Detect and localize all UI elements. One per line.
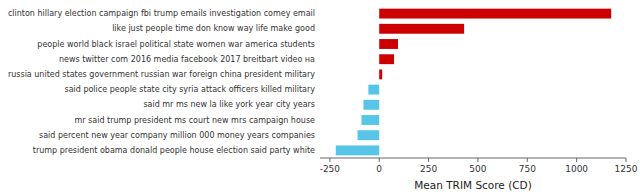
bar xyxy=(361,115,379,125)
bar xyxy=(379,69,382,79)
bar xyxy=(363,100,379,110)
x-tick xyxy=(527,158,528,162)
category-label: said percent new year company million 00… xyxy=(39,131,315,140)
x-tick-label: 1000 xyxy=(565,164,588,174)
category-label: said mr ms new la like york year city ye… xyxy=(143,100,315,109)
x-tick-label: 750 xyxy=(519,164,536,174)
x-tick-label: 500 xyxy=(469,164,486,174)
bar xyxy=(358,130,380,140)
x-tick xyxy=(477,158,478,162)
bar xyxy=(336,145,379,155)
category-label: like just people time don know way life … xyxy=(112,24,315,33)
bar xyxy=(379,54,394,64)
category-label: trump president obama donald people hous… xyxy=(33,146,315,155)
x-tick-label: 250 xyxy=(420,164,437,174)
x-tick-label: 0 xyxy=(376,164,382,174)
bar xyxy=(379,9,611,19)
x-tick-label: -250 xyxy=(320,164,341,174)
category-label: russia united states government russian … xyxy=(8,70,315,79)
x-axis-line xyxy=(320,158,626,159)
x-axis-label: Mean TRIM Score (CD) xyxy=(414,179,532,191)
x-tick-label: 1250 xyxy=(615,164,638,174)
category-label: news twitter com 2016 media facebook 201… xyxy=(59,55,315,64)
bar xyxy=(379,39,398,49)
category-label: clinton hillary election campaign fbi tr… xyxy=(8,9,315,18)
category-label: mr said trump president ms court new mrs… xyxy=(74,116,315,125)
x-tick xyxy=(576,158,577,162)
category-label: said police people state city syria atta… xyxy=(64,85,315,94)
chart: clinton hillary election campaign fbi tr… xyxy=(0,0,640,194)
category-label: people world black israel political stat… xyxy=(37,40,315,49)
x-tick xyxy=(428,158,429,162)
bars xyxy=(336,9,611,156)
bar xyxy=(368,85,379,95)
x-tick xyxy=(626,158,627,162)
x-tick xyxy=(379,158,380,162)
bar xyxy=(379,24,464,34)
x-tick xyxy=(329,158,330,162)
